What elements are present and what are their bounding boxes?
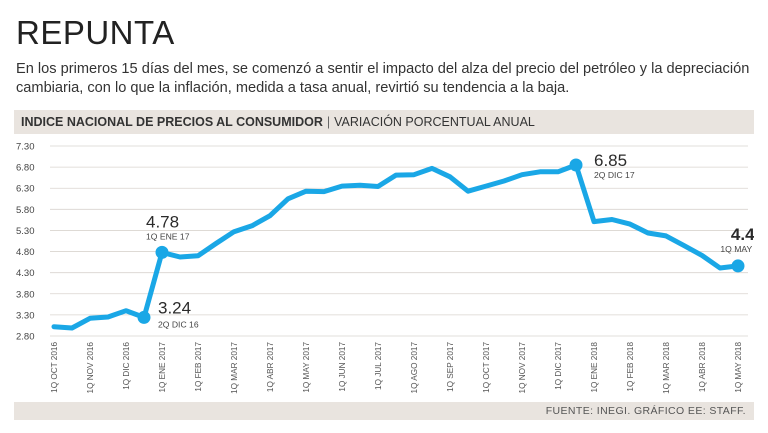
y-tick-label: 4.80 bbox=[16, 247, 35, 258]
x-tick-label: 1Q OCT 2016 bbox=[50, 342, 59, 393]
x-tick-label: 1Q ABR 2017 bbox=[266, 342, 275, 393]
x-tick-label: 1Q MAR 2018 bbox=[662, 342, 671, 394]
chart-area: 2.80 3.30 3.80 4.30 4.80 5.30 5.80 6.30 6.80 7.30… bbox=[14, 134, 764, 418]
data-point-marker bbox=[569, 158, 583, 172]
page-subtitle: En los primeros 15 días del mes, se come… bbox=[16, 61, 750, 96]
data-label-period: 2Q DIC 16 bbox=[158, 319, 199, 329]
data-label-period: 1Q MAY 18 bbox=[720, 244, 754, 254]
data-point-marker bbox=[137, 310, 151, 324]
x-tick-label: 1Q FEB 2018 bbox=[626, 342, 635, 392]
data-label-period: 2Q DIC 17 bbox=[594, 170, 635, 180]
x-tick-label: 1Q OCT 2017 bbox=[482, 342, 491, 393]
data-point-marker bbox=[155, 245, 169, 259]
x-tick-label: 1Q JUL 2017 bbox=[374, 342, 383, 390]
x-tick-label: 1Q DIC 2016 bbox=[122, 342, 131, 390]
y-tick-label: 6.30 bbox=[16, 184, 35, 195]
x-tick-label: 1Q ENE 2018 bbox=[590, 342, 599, 393]
footer-source: FUENTE: INEGI. GRÁFICO EE: STAFF. bbox=[14, 402, 754, 420]
y-tick-label: 6.80 bbox=[16, 163, 35, 174]
page-title: REPUNTA bbox=[16, 14, 175, 51]
x-tick-label: 1Q NOV 2017 bbox=[518, 342, 527, 394]
y-tick-label: 2.80 bbox=[16, 332, 35, 343]
line-chart: 2.80 3.30 3.80 4.30 4.80 5.30 5.80 6.30 6.80 7.30… bbox=[16, 142, 764, 394]
x-tick-label: 1Q JUN 2017 bbox=[338, 342, 347, 392]
chart-header-separator: | bbox=[326, 115, 331, 129]
x-tick-label: 1Q DIC 2017 bbox=[554, 342, 563, 390]
y-tick-label: 3.80 bbox=[16, 289, 35, 300]
x-tick-label: 1Q ENE 2017 bbox=[158, 342, 167, 393]
y-tick-label: 7.30 bbox=[16, 142, 35, 153]
y-tick-label: 5.80 bbox=[16, 205, 35, 216]
x-tick-label: 1Q SEP 2017 bbox=[446, 342, 455, 392]
x-tick-label: 1Q AGO 2017 bbox=[410, 342, 419, 394]
data-label-period: 1Q ENE 17 bbox=[146, 231, 190, 241]
x-tick-label: 1Q FEB 2017 bbox=[194, 342, 203, 392]
y-tick-label: 3.30 bbox=[16, 310, 35, 321]
x-tick-label: 1Q ABR 2018 bbox=[698, 342, 707, 393]
series-line bbox=[51, 162, 741, 331]
data-point-marker bbox=[731, 259, 745, 273]
data-label-value: 4.78 bbox=[146, 212, 179, 231]
x-tick-label: 1Q NOV 2016 bbox=[86, 342, 95, 394]
chart-subtitle: VARIACIÓN PORCENTUAL ANUAL bbox=[334, 115, 535, 129]
x-tick-label: 1Q MAY 2018 bbox=[734, 342, 743, 393]
data-label-value: 4.46 bbox=[731, 225, 754, 244]
y-tick-label: 5.30 bbox=[16, 226, 35, 237]
x-tick-label: 1Q MAY 2017 bbox=[302, 342, 311, 393]
data-label-value: 3.24 bbox=[158, 298, 191, 317]
chart-title: INDICE NACIONAL DE PRECIOS AL CONSUMIDOR bbox=[21, 115, 323, 129]
chart-header-bar: INDICE NACIONAL DE PRECIOS AL CONSUMIDOR… bbox=[14, 110, 754, 134]
y-tick-label: 4.30 bbox=[16, 268, 35, 279]
x-tick-label: 1Q MAR 2017 bbox=[230, 342, 239, 394]
data-label-value: 6.85 bbox=[594, 151, 627, 170]
